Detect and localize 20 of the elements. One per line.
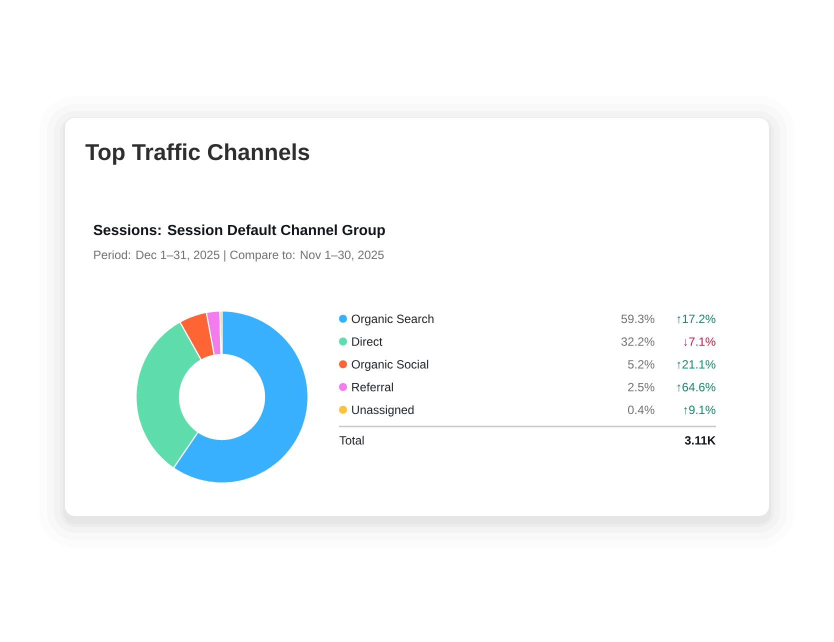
- chart-subtitle: Sessions: Session Default Channel Group: [94, 224, 385, 238]
- text: ↑17.2%: [678, 314, 716, 324]
- text: ↑64.6%: [678, 382, 716, 392]
- data-label: 59.3%: [621, 314, 654, 324]
- legend-label: Direct: [352, 337, 382, 346]
- legend-label: Referral: [352, 382, 393, 392]
- data-label: 5.2%: [628, 360, 654, 369]
- legend-label: Organic Social: [352, 360, 428, 371]
- data-label: 0.4%: [628, 406, 654, 414]
- legend-label: Organic Search: [352, 314, 434, 326]
- text: ↓7.1%: [684, 337, 716, 346]
- legend-label: Unassigned: [352, 405, 414, 416]
- text: Period: Dec 1–31, 2025 | Compare to: Nov 1–30, 2025: [94, 250, 384, 262]
- chart-title: Top Traffic Channels: [85, 143, 310, 165]
- data-label: 32.2%: [621, 337, 654, 346]
- data-label: 2.5%: [628, 382, 654, 392]
- text: ↑9.1%: [684, 406, 716, 414]
- text: Total: [339, 436, 364, 445]
- text: 3.11K: [684, 436, 716, 445]
- text: ↑21.1%: [678, 360, 716, 369]
